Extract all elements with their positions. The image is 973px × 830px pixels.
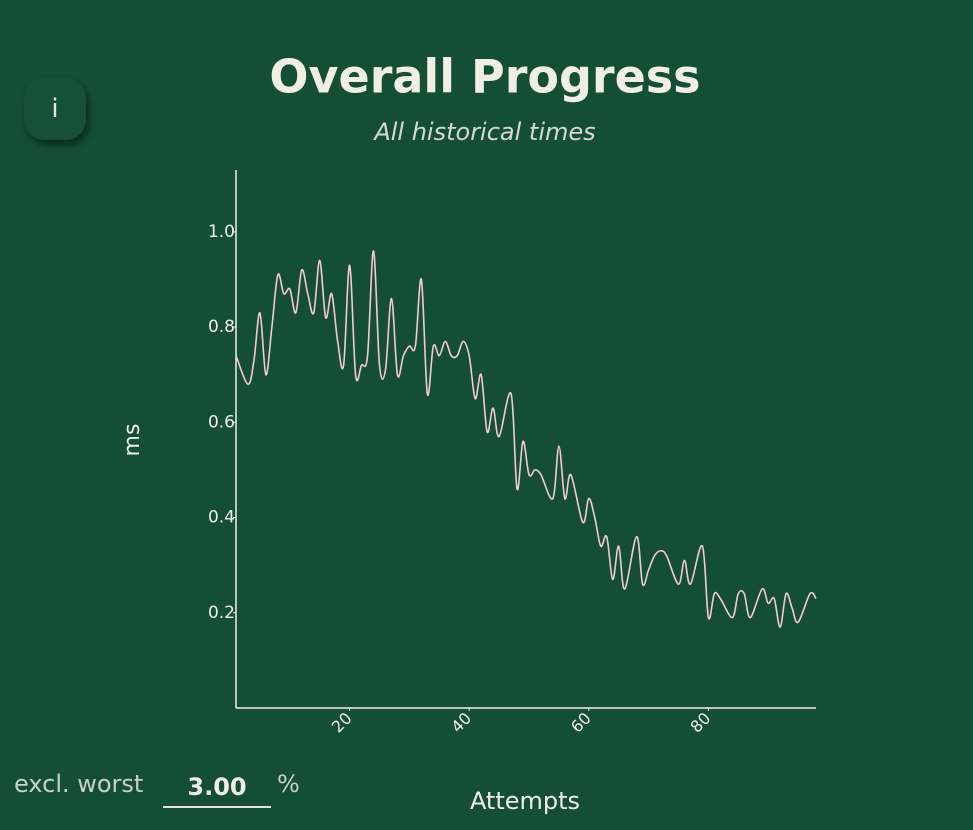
x-tick-label: 60 xyxy=(567,709,595,737)
y-tick-label: 0.8 xyxy=(208,317,235,337)
y-tick-label: 0.4 xyxy=(208,508,235,528)
chart-subtitle: All historical times xyxy=(372,118,595,146)
x-axis-label: Attempts xyxy=(470,787,580,815)
y-tick-label: 0.2 xyxy=(208,603,235,623)
data-line xyxy=(235,250,817,628)
y-axis-label: ms xyxy=(120,424,145,457)
info-button[interactable]: i xyxy=(24,78,86,140)
x-tick-label: 20 xyxy=(328,709,356,737)
y-tick-label: 0.6 xyxy=(208,412,235,432)
x-tick-label: 80 xyxy=(687,709,715,737)
chart-title: Overall Progress xyxy=(269,50,700,104)
exclude-input[interactable]: 3.00 xyxy=(163,770,271,808)
exclude-unit: % xyxy=(277,770,300,798)
y-tick-label: 1.0 xyxy=(208,222,235,242)
x-tick-label: 40 xyxy=(447,709,475,737)
exclude-label: excl. worst xyxy=(14,770,144,798)
